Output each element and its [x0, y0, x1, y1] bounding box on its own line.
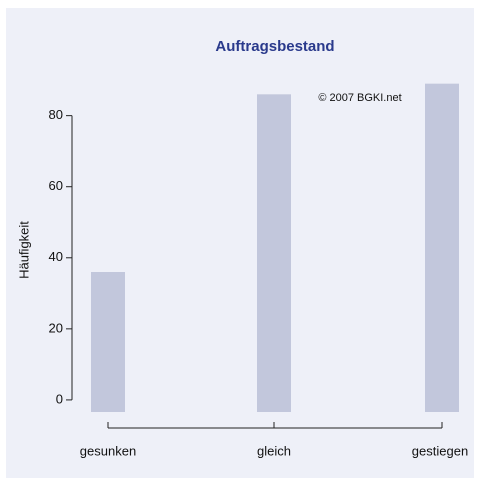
annotation: © 2007 BGKI.net	[318, 92, 401, 104]
y-tick-label: 20	[49, 320, 63, 335]
y-tick-label: 0	[56, 391, 63, 406]
bar	[91, 271, 125, 412]
bar	[425, 83, 459, 413]
x-tick-label: gestiegen	[412, 443, 468, 458]
bar	[257, 94, 291, 413]
y-tick-label: 40	[49, 249, 63, 264]
panel	[6, 8, 474, 478]
y-tick-label: 80	[49, 107, 63, 122]
chart-title: Auftragsbestand	[215, 38, 334, 55]
x-tick-label: gleich	[257, 443, 291, 458]
x-tick-label: gesunken	[80, 443, 136, 458]
y-tick-label: 60	[49, 178, 63, 193]
y-axis-label: Häufigkeit	[16, 221, 31, 279]
